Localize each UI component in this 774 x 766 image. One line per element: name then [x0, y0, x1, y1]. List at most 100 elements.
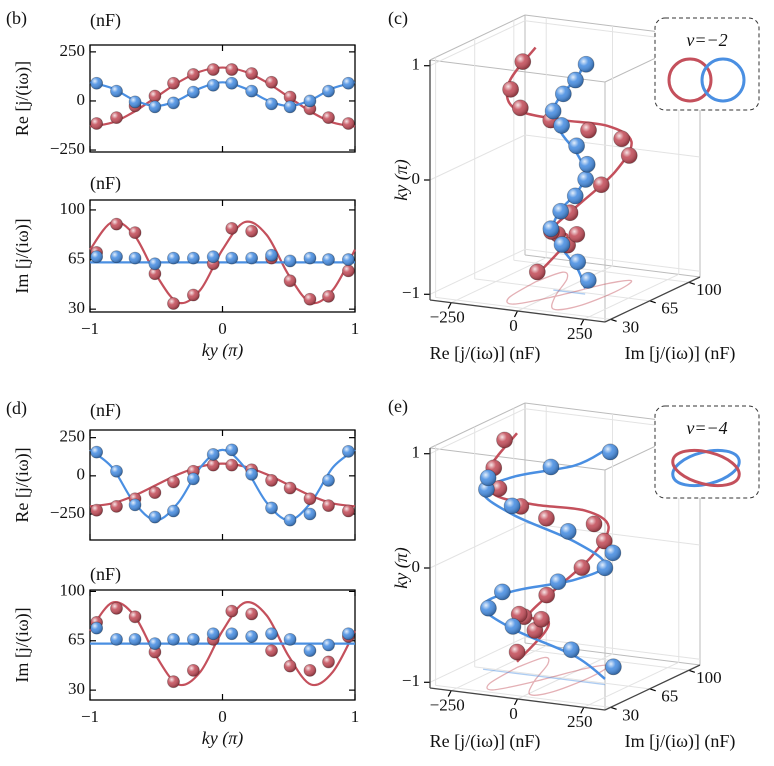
grid-line — [524, 248, 701, 272]
data-point — [225, 627, 239, 641]
y-tick — [610, 318, 617, 322]
y-tick — [649, 688, 656, 692]
y-axis-label: Im [j/(iω)] — [12, 607, 33, 682]
y-tick-label: 0 — [77, 90, 86, 109]
data-point — [542, 220, 560, 238]
data-point — [528, 263, 546, 281]
floor-projection — [506, 271, 633, 311]
data-point — [128, 95, 142, 109]
data-point — [110, 111, 123, 125]
floor-projection — [553, 289, 586, 295]
data-point — [573, 559, 591, 577]
y-tick-label: 30 — [622, 705, 639, 724]
grid-line — [429, 408, 526, 455]
unit-label: (nF) — [90, 173, 121, 194]
data-point — [283, 632, 297, 646]
data-point — [148, 637, 162, 650]
data-point — [322, 111, 335, 125]
data-point — [265, 97, 278, 111]
data-point — [265, 75, 278, 89]
y-tick-label: −250 — [50, 503, 85, 522]
data-point — [585, 515, 603, 533]
data-point — [265, 501, 278, 515]
y-tick-label: 100 — [60, 199, 86, 218]
data-point — [206, 458, 220, 472]
z-tick-label: 1 — [412, 55, 421, 74]
data-point — [245, 224, 259, 238]
y-tick-label: 30 — [622, 317, 639, 336]
x-tick — [580, 319, 585, 326]
data-point — [225, 251, 239, 265]
x-axis-label: Re [j/(iω)] (nF) — [430, 343, 541, 364]
y-axis-label: Re [j/(iω)] — [12, 447, 33, 522]
data-point — [283, 513, 297, 527]
data-point — [245, 630, 259, 643]
data-point — [620, 147, 638, 164]
y-axis-label: Im [j/(iω)] — [12, 218, 33, 293]
y-axis-label: Im [j/(iω)] (nF) — [625, 731, 736, 752]
y-tick-label: 65 — [661, 687, 678, 706]
data-point — [265, 474, 278, 487]
data-point — [206, 250, 220, 264]
data-point — [186, 68, 200, 81]
x-tick-label: 0 — [509, 704, 518, 723]
x-tick-label: 250 — [567, 324, 593, 343]
data-point — [303, 663, 317, 677]
data-point — [206, 78, 220, 92]
data-point — [225, 63, 239, 76]
y-tick-label: 65 — [68, 248, 85, 267]
y-tick-label: 100 — [60, 580, 86, 599]
x-axis — [429, 687, 606, 711]
winding-label: ν=−4 — [686, 418, 727, 438]
data-point — [245, 607, 259, 621]
data-point — [186, 85, 200, 99]
data-point — [90, 621, 104, 635]
data-point — [128, 498, 142, 512]
data-point — [552, 202, 570, 220]
data-point — [128, 226, 142, 240]
unit-label: (nF) — [90, 564, 121, 585]
grid-line — [429, 134, 526, 181]
x-tick-label: 250 — [567, 712, 593, 731]
x-axis-label: Re [j/(iω)] (nF) — [430, 731, 541, 752]
data-point — [90, 503, 104, 517]
data-point — [578, 155, 596, 173]
data-point — [493, 583, 511, 601]
fit-curve — [89, 448, 356, 522]
grid-line — [524, 134, 701, 158]
data-point — [167, 251, 180, 265]
x-tick — [447, 690, 452, 697]
data-point — [502, 80, 520, 98]
x-tick-label: 0 — [218, 319, 227, 338]
data-point — [148, 486, 162, 500]
y-axis — [604, 276, 701, 323]
data-point — [245, 67, 259, 80]
data-point — [568, 225, 586, 243]
x-tick-label: −1 — [81, 319, 99, 338]
x-tick-label: 0 — [509, 316, 518, 335]
data-point — [341, 627, 355, 641]
data-point — [577, 55, 595, 73]
x-tick-label: −1 — [81, 707, 99, 726]
data-point — [225, 443, 239, 457]
data-point — [322, 655, 335, 669]
axes-frame — [89, 589, 356, 701]
data-point — [604, 544, 622, 562]
data-point — [110, 464, 123, 478]
data-point — [479, 469, 497, 487]
data-point — [538, 586, 556, 604]
data-point — [503, 497, 521, 515]
data-point — [110, 601, 123, 615]
data-point — [479, 599, 497, 617]
data-point — [341, 264, 355, 278]
data-point — [167, 297, 180, 310]
data-point — [567, 71, 584, 89]
grid-line — [429, 248, 526, 295]
axes-frame — [89, 429, 356, 541]
data-point — [553, 117, 570, 134]
y-tick-label: −250 — [50, 139, 85, 158]
data-point — [592, 176, 610, 194]
grid-line — [524, 522, 701, 546]
y-tick-label: 65 — [68, 630, 85, 649]
